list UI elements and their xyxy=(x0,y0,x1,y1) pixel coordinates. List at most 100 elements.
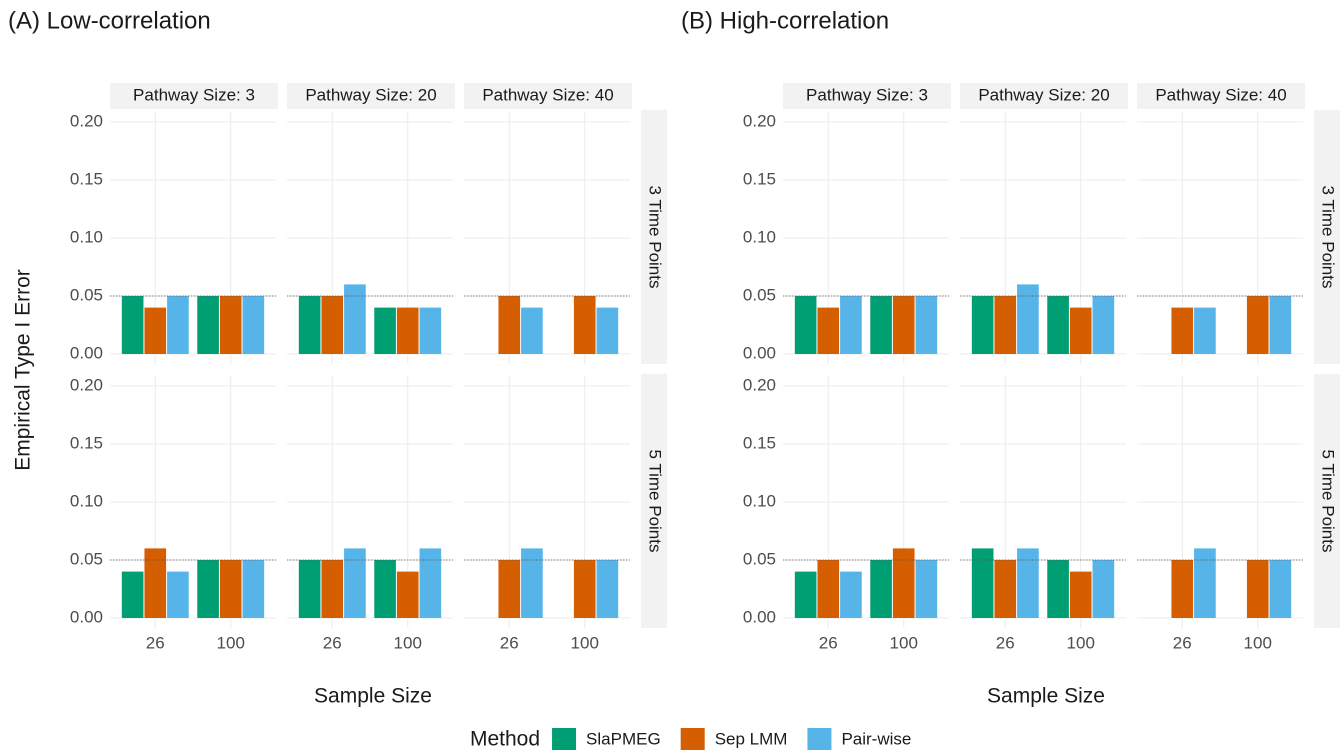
bar xyxy=(971,296,994,354)
bar xyxy=(892,548,915,618)
y-tick-label: 0.10 xyxy=(70,227,103,246)
y-tick-label: 0.10 xyxy=(70,491,103,510)
facet-col-label: Pathway Size: 40 xyxy=(1155,85,1286,104)
bar xyxy=(573,560,596,618)
bar xyxy=(1269,560,1292,618)
bar xyxy=(1171,560,1194,618)
x-tick-label: 100 xyxy=(1244,633,1272,652)
bar xyxy=(121,571,144,618)
facet-row-label: 5 Time Points xyxy=(1319,450,1338,553)
bar xyxy=(596,307,619,354)
x-tick-label: 26 xyxy=(819,633,838,652)
legend-label: SlaPMEG xyxy=(586,729,661,748)
bar xyxy=(498,296,521,354)
y-tick-label: 0.15 xyxy=(70,433,103,452)
bar xyxy=(167,296,189,354)
x-tick-label: 26 xyxy=(1173,633,1192,652)
facet-col-label: Pathway Size: 3 xyxy=(806,85,928,104)
y-tick-label: 0.20 xyxy=(70,375,103,394)
legend-key xyxy=(807,728,832,750)
y-tick-label: 0.20 xyxy=(70,111,103,130)
x-tick-label: 100 xyxy=(217,633,245,652)
bar xyxy=(374,307,396,354)
y-tick-label: 0.15 xyxy=(70,169,103,188)
y-tick-label: 0.05 xyxy=(70,285,103,304)
y-tick-label: 0.00 xyxy=(70,607,103,626)
facet-col-label: Pathway Size: 20 xyxy=(978,85,1109,104)
bar xyxy=(1246,296,1269,354)
strip-bg xyxy=(783,83,951,109)
bar xyxy=(870,560,892,618)
bar xyxy=(1069,307,1092,354)
bar xyxy=(971,548,994,618)
bar xyxy=(1017,548,1039,618)
bar xyxy=(1194,548,1216,618)
bar xyxy=(1269,296,1292,354)
bar xyxy=(321,560,344,618)
x-tick-label: 26 xyxy=(146,633,165,652)
bar xyxy=(396,571,419,618)
x-axis-title: Sample Size xyxy=(987,685,1105,708)
bar xyxy=(840,296,862,354)
legend-key xyxy=(680,728,705,750)
strip-bg xyxy=(960,83,1128,109)
x-axis-title: Sample Size xyxy=(314,685,432,708)
strip-bg xyxy=(641,374,667,628)
bar xyxy=(1194,307,1216,354)
y-tick-label: 0.15 xyxy=(743,433,776,452)
y-tick-label: 0.20 xyxy=(743,375,776,394)
legend-title: Method xyxy=(470,728,540,750)
bar xyxy=(870,296,892,354)
y-tick-label: 0.10 xyxy=(743,491,776,510)
strip-bg xyxy=(1314,374,1340,628)
bar xyxy=(1171,307,1194,354)
bar xyxy=(1047,296,1069,354)
bar xyxy=(573,296,596,354)
bar xyxy=(1092,296,1115,354)
facet-col-label: Pathway Size: 40 xyxy=(482,85,613,104)
y-tick-label: 0.05 xyxy=(70,549,103,568)
bar xyxy=(298,296,321,354)
bar xyxy=(1246,560,1269,618)
strip-bg xyxy=(110,83,278,109)
facet-row-label: 3 Time Points xyxy=(646,186,665,289)
x-tick-label: 100 xyxy=(571,633,599,652)
bar xyxy=(915,560,938,618)
bar xyxy=(915,296,938,354)
bar xyxy=(144,307,167,354)
y-axis-title: Empirical Type I Error xyxy=(12,269,35,471)
bar xyxy=(419,548,442,618)
y-tick-label: 0.15 xyxy=(743,169,776,188)
strip-bg xyxy=(464,83,632,109)
x-tick-label: 26 xyxy=(500,633,519,652)
bar xyxy=(994,296,1017,354)
facet-row-label: 5 Time Points xyxy=(646,450,665,553)
bar xyxy=(374,560,396,618)
facet-col-label: Pathway Size: 3 xyxy=(133,85,255,104)
legend-key xyxy=(552,728,577,750)
bar xyxy=(840,571,862,618)
bar xyxy=(197,560,219,618)
bar xyxy=(396,307,419,354)
bar xyxy=(1047,560,1069,618)
bar xyxy=(197,296,219,354)
bar xyxy=(498,560,521,618)
facet-row-label: 3 Time Points xyxy=(1319,186,1338,289)
bar xyxy=(219,296,242,354)
bar xyxy=(344,548,366,618)
y-tick-label: 0.10 xyxy=(743,227,776,246)
strip-bg xyxy=(641,110,667,364)
x-tick-label: 100 xyxy=(890,633,918,652)
bar xyxy=(521,548,543,618)
bar xyxy=(219,560,242,618)
strip-bg xyxy=(1137,83,1305,109)
bar xyxy=(242,560,265,618)
bar xyxy=(521,307,543,354)
bar xyxy=(892,296,915,354)
y-tick-label: 0.00 xyxy=(743,607,776,626)
bar xyxy=(419,307,442,354)
bar xyxy=(167,571,189,618)
bar xyxy=(596,560,619,618)
bar xyxy=(1017,284,1039,354)
